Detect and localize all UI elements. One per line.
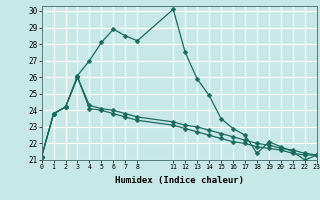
X-axis label: Humidex (Indice chaleur): Humidex (Indice chaleur) [115,176,244,185]
